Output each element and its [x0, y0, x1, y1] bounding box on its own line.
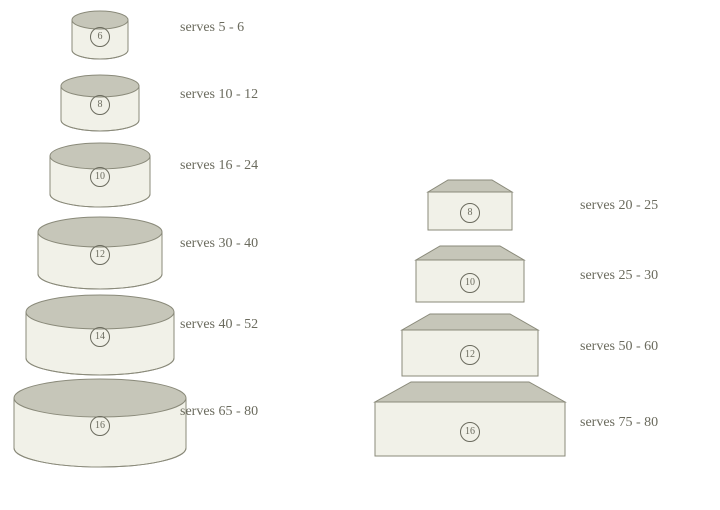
square-serves-label: serves 20 - 25 [580, 198, 658, 214]
square-size-badge: 12 [460, 345, 480, 365]
cake-serving-diagram: 6 serves 5 - 6 8 serves 10 - 12 10 serves 16 … [0, 0, 720, 510]
round-serves-label: serves 10 - 12 [180, 87, 258, 103]
square-tier [414, 244, 550, 304]
round-serves-label: serves 40 - 52 [180, 317, 258, 333]
square-serves-label: serves 50 - 60 [580, 339, 658, 355]
round-serves-label: serves 65 - 80 [180, 404, 258, 420]
round-size-badge: 12 [90, 245, 110, 265]
round-size-badge: 16 [90, 416, 110, 436]
square-size-badge: 8 [460, 203, 480, 223]
square-serves-label: serves 75 - 80 [580, 415, 658, 431]
square-tier [373, 380, 603, 458]
square-size-badge: 10 [460, 273, 480, 293]
square-tier [426, 178, 534, 232]
round-size-badge: 14 [90, 327, 110, 347]
round-serves-label: serves 16 - 24 [180, 158, 258, 174]
round-serves-label: serves 30 - 40 [180, 236, 258, 252]
square-size-badge: 16 [460, 422, 480, 442]
square-tier [400, 312, 568, 378]
round-size-badge: 6 [90, 27, 110, 47]
round-size-badge: 8 [90, 95, 110, 115]
round-serves-label: serves 5 - 6 [180, 20, 244, 36]
square-serves-label: serves 25 - 30 [580, 268, 658, 284]
round-size-badge: 10 [90, 167, 110, 187]
